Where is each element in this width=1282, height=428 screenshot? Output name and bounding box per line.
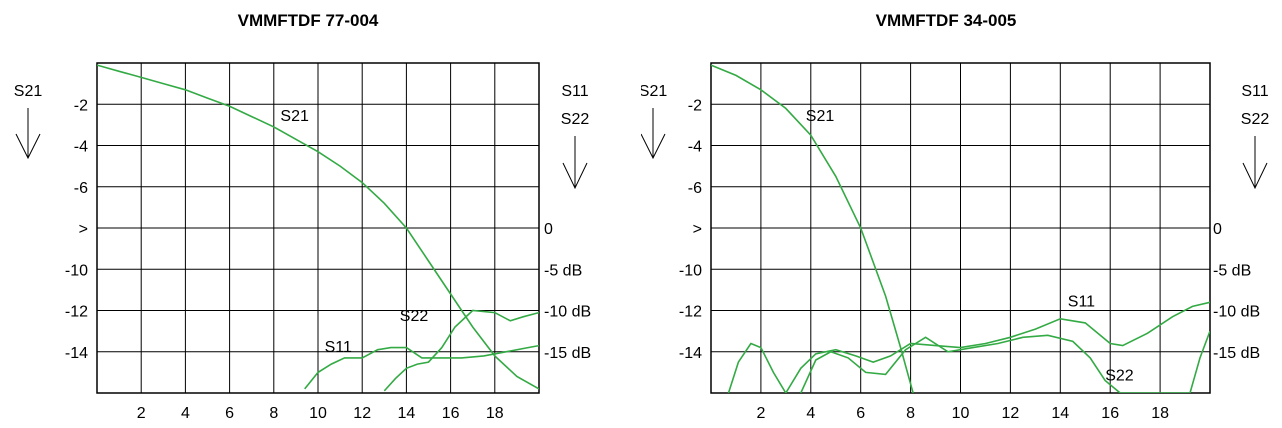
y-tick-label-right: -10 dB [1213,304,1260,321]
y-tick-label-right: 0 [1213,221,1222,238]
chart-svg: VMMFTDF 77-004 2 4 6 8 10 12 14 16 18 -2 -4 -6 > -10 -1… [14,11,591,422]
x-tick-label: 6 [225,405,234,422]
series-label-s11: S11 [325,339,352,356]
down-arrow-icon [562,136,588,190]
series-label-s21: S21 [806,108,835,125]
y-tick-label-left: -10 [65,262,88,279]
y-tick-label-left: -6 [688,180,702,197]
s22-axis-label: S22 [561,111,590,128]
x-tick-label: 2 [756,405,765,422]
x-tick-label: 16 [1101,405,1119,422]
chart-right: VMMFTDF 34-005 2 4 6 8 10 12 14 16 18 -2 -4 -6 > -10 -1… [641,0,1282,428]
s21-axis-label: S21 [14,83,43,100]
s11-axis-label: S11 [561,83,588,100]
series-label-s21: S21 [280,108,309,125]
series-label-s22: S22 [1105,368,1134,385]
x-tick-label: 8 [269,405,278,422]
y-tick-label-right: -5 dB [1213,262,1251,279]
chart-left: VMMFTDF 77-004 2 4 6 8 10 12 14 16 18 -2 -4 -6 > -10 -1… [14,11,591,422]
chart-title: VMMFTDF 34-005 [876,11,1017,30]
y-tick-label-left: > [79,221,88,238]
series-line-s22 [383,309,539,392]
y-tick-label-left: -14 [679,345,702,362]
grid [711,63,1210,393]
plot-frame [710,62,1211,394]
chart-svg: VMMFTDF 34-005 2 4 6 8 10 12 14 16 18 -2 -4 -6 > -10 -1… [641,11,1270,422]
plot-frame [96,62,540,394]
y-tick-label-right: -10 dB [544,304,591,321]
y-tick-label-right: -5 dB [544,262,582,279]
x-tick-label: 12 [1002,405,1020,422]
x-tick-label: 4 [806,405,815,422]
x-tick-label: 10 [952,405,970,422]
grid [97,63,539,393]
y-tick-label-right: 0 [544,221,553,238]
y-tick-label-left: -4 [74,139,88,156]
y-tick-label-left: -12 [65,304,88,321]
series-line-s22 [800,330,1210,393]
y-tick-label-left: -6 [74,180,88,197]
x-tick-label: 16 [442,405,460,422]
series-line-s21 [97,64,539,390]
y-tick-label-right: -15 dB [544,345,591,362]
y-tick-label-left: -10 [679,262,702,279]
y-tick-label-left: -12 [679,304,702,321]
down-arrow-icon [15,108,41,160]
y-tick-label-left: -14 [65,345,88,362]
series-line-s11 [304,344,539,390]
series-label-s11: S11 [1068,293,1095,310]
down-arrow-icon [641,108,666,160]
down-arrow-icon [1242,136,1268,190]
x-tick-label: 6 [856,405,865,422]
chart-title: VMMFTDF 77-004 [238,11,379,30]
x-tick-label: 18 [486,405,504,422]
series-label-s22: S22 [400,308,429,325]
x-tick-label: 14 [1051,405,1069,422]
y-tick-label-left: -4 [688,139,702,156]
s11-axis-label: S11 [1241,83,1268,100]
x-tick-label: 14 [398,405,416,422]
x-tick-label: 8 [906,405,915,422]
x-tick-label: 12 [353,405,371,422]
y-tick-label-right: -15 dB [1213,345,1260,362]
x-tick-label: 2 [137,405,146,422]
x-tick-label: 10 [309,405,327,422]
x-tick-label: 4 [181,405,190,422]
y-tick-label-left: -2 [688,97,702,114]
series-line-s11 [727,301,1210,393]
s21-axis-label: S21 [641,83,667,100]
y-tick-label-left: > [693,221,702,238]
s22-axis-label: S22 [1241,111,1270,128]
x-tick-label: 18 [1151,405,1169,422]
y-tick-label-left: -2 [74,97,88,114]
series-line-s21 [711,64,914,393]
